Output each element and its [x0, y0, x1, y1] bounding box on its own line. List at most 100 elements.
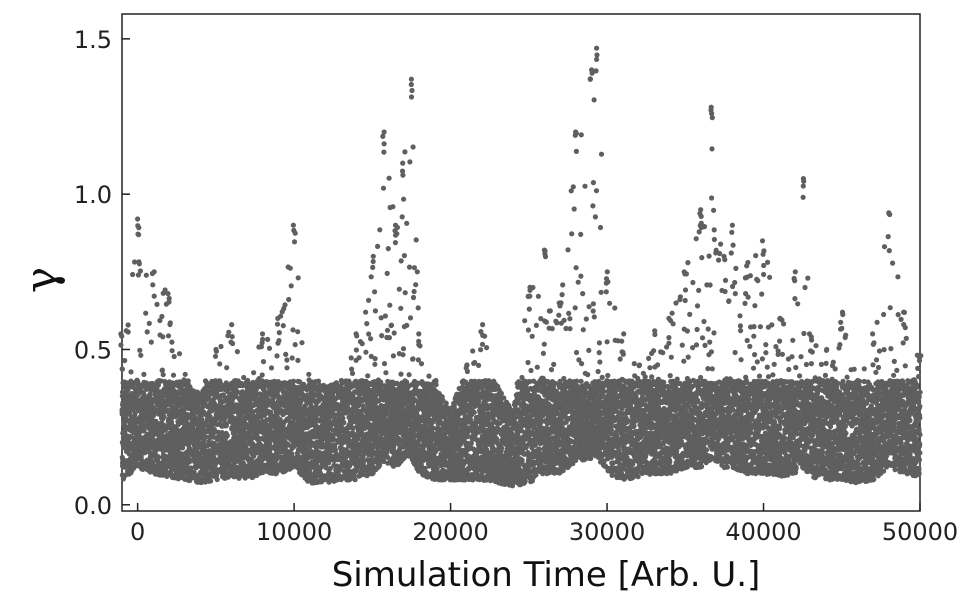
- data-point: [128, 369, 134, 375]
- data-point: [218, 343, 224, 350]
- data-point: [364, 321, 370, 327]
- data-point: [348, 355, 354, 361]
- data-point: [122, 357, 128, 364]
- data-point: [391, 330, 397, 336]
- data-point: [224, 433, 230, 439]
- data-point: [146, 320, 152, 326]
- data-point: [363, 349, 369, 355]
- data-point: [372, 361, 378, 367]
- data-point: [404, 220, 410, 226]
- data-point: [404, 322, 410, 328]
- data-point: [411, 288, 417, 295]
- data-point: [413, 237, 419, 243]
- data-point: [289, 355, 295, 361]
- data-point: [148, 339, 154, 345]
- data-point: [138, 352, 144, 358]
- data-point: [380, 185, 387, 191]
- data-point: [259, 372, 265, 378]
- data-point: [352, 477, 358, 483]
- data-point: [141, 390, 147, 396]
- data-point: [381, 361, 388, 367]
- data-point: [299, 340, 305, 346]
- data-point: [135, 272, 141, 278]
- data-point: [359, 341, 365, 347]
- data-point: [388, 322, 395, 328]
- data-point: [284, 357, 290, 363]
- data-point: [143, 272, 149, 278]
- data-point: [407, 159, 413, 165]
- data-point: [295, 275, 301, 281]
- data-point: [382, 313, 388, 319]
- data-point: [154, 301, 160, 307]
- data-point: [155, 382, 161, 388]
- data-point: [406, 372, 412, 378]
- data-point: [398, 371, 404, 377]
- data-point: [386, 335, 392, 341]
- data-point: [414, 269, 420, 275]
- data-point: [217, 361, 223, 367]
- data-point: [226, 329, 232, 335]
- data-point: [169, 339, 175, 345]
- data-point: [290, 327, 296, 333]
- data-point: [137, 268, 143, 274]
- data-point: [390, 353, 396, 359]
- data-point: [366, 331, 372, 337]
- data-point: [295, 329, 301, 335]
- data-point: [368, 336, 374, 342]
- data-point: [251, 370, 257, 376]
- data-point: [280, 323, 286, 329]
- data-point: [137, 347, 143, 353]
- data-point: [402, 290, 408, 296]
- data-point: [180, 445, 186, 451]
- data-point: [214, 476, 220, 483]
- data-point: [224, 365, 230, 371]
- data-point: [288, 283, 294, 289]
- data-point: [349, 366, 355, 372]
- data-point: [136, 261, 142, 267]
- data-point: [410, 294, 417, 301]
- data-point: [208, 478, 214, 484]
- data-point: [341, 420, 347, 426]
- data-point: [386, 175, 392, 181]
- data-point: [132, 259, 138, 265]
- data-point: [159, 313, 165, 320]
- data-point: [169, 348, 175, 354]
- data-point: [286, 296, 292, 303]
- data-point: [384, 270, 390, 276]
- data-point: [402, 149, 408, 155]
- data-point: [144, 329, 150, 335]
- data-point: [141, 426, 147, 432]
- data-point: [268, 365, 275, 371]
- data-point: [385, 246, 391, 252]
- data-point: [400, 346, 407, 352]
- data-point: [160, 372, 166, 378]
- data-point: [234, 349, 240, 355]
- data-point: [407, 315, 414, 321]
- data-point: [282, 302, 288, 308]
- data-point: [349, 370, 356, 376]
- data-point: [143, 310, 149, 316]
- data-point: [377, 227, 383, 233]
- data-point: [390, 204, 396, 210]
- data-point: [372, 308, 378, 314]
- data-point: [410, 356, 416, 362]
- data-point: [396, 286, 402, 292]
- data-point: [398, 305, 404, 311]
- data-point: [384, 327, 391, 333]
- data-point: [155, 454, 161, 461]
- data-point: [410, 144, 416, 150]
- data-point: [398, 258, 404, 264]
- data-point: [171, 353, 177, 360]
- data-point: [372, 289, 378, 295]
- data-point: [379, 333, 385, 339]
- data-point: [157, 317, 163, 324]
- data-point: [340, 415, 346, 421]
- data-point: [292, 342, 298, 348]
- data-point: [363, 309, 369, 315]
- data-point: [387, 302, 393, 308]
- data-point: [284, 365, 290, 371]
- data-point: [176, 351, 183, 357]
- data-point: [366, 297, 372, 303]
- data-point: [122, 426, 128, 432]
